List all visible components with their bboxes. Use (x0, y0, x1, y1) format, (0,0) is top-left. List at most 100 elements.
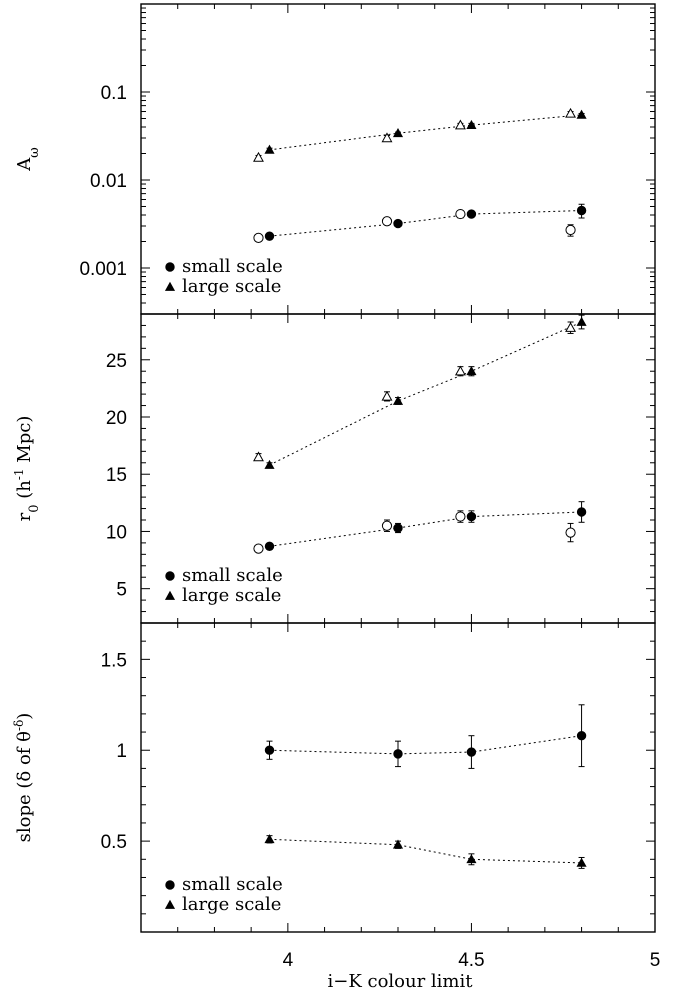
data-point (381, 390, 393, 401)
y-axis-label: slope (δ of θ-δ) (12, 713, 35, 843)
series-line (269, 735, 582, 755)
legend-label: large scale (182, 894, 281, 915)
y-label-rest: (h (14, 480, 35, 505)
data-point (253, 451, 264, 462)
series-line (269, 321, 582, 466)
y-tick-label: 5 (116, 580, 127, 601)
x-tick-label: 4.5 (458, 950, 484, 971)
y-tick-label: 20 (106, 408, 127, 429)
series-circle-open (253, 510, 576, 554)
data-point (576, 316, 587, 326)
series-circle-filled (264, 501, 587, 552)
y-axis-label: r0 (h-1 Mpc) (12, 416, 42, 522)
x-tick-label: 4 (283, 950, 294, 971)
data-point (253, 151, 264, 162)
data-point (576, 857, 587, 867)
series-line (269, 114, 582, 151)
data-point (381, 216, 393, 227)
legend-label: small scale (182, 565, 283, 586)
y-tick-label: 0.001 (79, 259, 127, 280)
data-point (576, 109, 587, 119)
y-tick-label: 15 (106, 465, 127, 486)
data-point (393, 218, 403, 229)
data-point (264, 459, 275, 469)
series-triangle-filled (264, 109, 587, 154)
data-point (381, 520, 393, 531)
y-tick-label: 0.1 (101, 83, 127, 104)
series-line (269, 838, 582, 864)
y-label-main: A (14, 157, 35, 172)
legend-label: large scale (182, 585, 281, 606)
data-point (455, 208, 466, 220)
legend-marker-circle (165, 880, 175, 890)
x-axis-label: i−K colour limit (327, 971, 473, 992)
data-point (565, 527, 576, 538)
data-point (466, 511, 477, 522)
y-label-main: r (14, 512, 35, 521)
data-point (466, 854, 477, 864)
data-point (576, 730, 587, 741)
y-label-main: slope (δ of θ (14, 731, 35, 842)
data-point (392, 395, 404, 405)
data-point (253, 232, 264, 243)
data-point (576, 507, 587, 517)
y-tick-label: 0.01 (90, 171, 127, 192)
series-triangle-filled (264, 314, 587, 469)
y-label-sub: ω (27, 147, 42, 158)
series-circle-open (253, 208, 576, 243)
data-point (393, 523, 403, 533)
data-point (455, 511, 466, 522)
y-tick-label: 10 (106, 522, 127, 543)
legend-marker-circle (165, 262, 175, 272)
y-tick-label: 1 (116, 741, 127, 762)
series-triangle-open (253, 321, 577, 462)
legend-label: small scale (182, 256, 283, 277)
series-triangle-open (253, 107, 577, 162)
series-circle-filled (264, 704, 587, 769)
data-point (392, 127, 404, 138)
data-point (565, 107, 577, 118)
data-point (565, 224, 576, 236)
legend-marker-triangle (164, 899, 176, 909)
legend-marker-triangle (164, 281, 176, 291)
data-point (466, 209, 477, 219)
series-line (269, 210, 582, 237)
legend-marker-triangle (164, 590, 176, 600)
data-point (264, 541, 275, 552)
y-tick-label: 0.5 (101, 832, 127, 853)
data-point (381, 132, 393, 143)
data-point (264, 745, 275, 755)
data-point (466, 747, 477, 757)
y-axis-label: Aω (14, 147, 42, 172)
legend-marker-circle (165, 571, 175, 581)
legend-label: large scale (182, 276, 281, 297)
y-label-sup: -1 (12, 468, 26, 480)
series-line (269, 511, 582, 547)
y-label-end: ) (14, 713, 35, 720)
y-label-sup: -δ (12, 720, 26, 731)
series-triangle-filled (264, 834, 587, 869)
data-point (454, 365, 466, 376)
series-circle-filled (264, 203, 587, 241)
data-point (466, 365, 477, 376)
y-label-end: Mpc) (14, 416, 35, 469)
data-point (264, 231, 275, 241)
y-tick-label: 25 (106, 351, 127, 372)
data-point (392, 839, 404, 849)
y-tick-label: 1.5 (101, 650, 127, 671)
panel-slope: 1.5 1 0.5 slope (δ of θ-δ) small scalelarge … (12, 622, 656, 933)
legend-label: small scale (182, 874, 283, 895)
data-point (393, 749, 403, 759)
y-label-sub: 0 (27, 504, 42, 512)
x-tick-label: 5 (650, 950, 661, 971)
data-point (454, 119, 466, 130)
data-point (565, 322, 577, 332)
data-point (264, 834, 275, 844)
data-point (264, 144, 275, 154)
data-point (576, 205, 587, 216)
data-point (466, 119, 477, 130)
